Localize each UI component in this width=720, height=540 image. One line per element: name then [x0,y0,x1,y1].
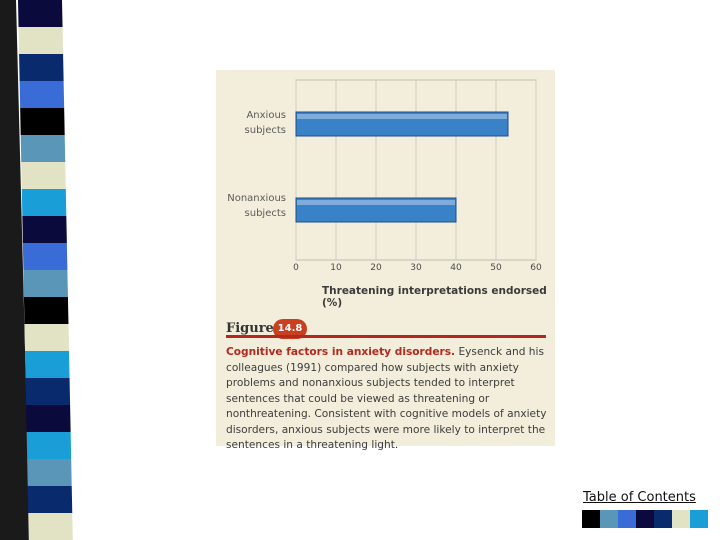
x-tick-label: 50 [490,263,502,273]
x-tick-label: 40 [450,263,462,273]
category-label-anxious: Anxious subjects [220,108,286,138]
x-axis-label: Threatening interpretations endorsed (%) [322,285,547,309]
stripe-segment [23,270,68,297]
category-label-line: subjects [244,208,286,219]
stripe-segment [20,108,65,135]
table-of-contents-link[interactable]: Table of Contents [583,490,696,505]
x-tick-label: 0 [293,263,299,273]
color-swatch [636,510,654,528]
decorative-stripe [0,0,73,540]
color-swatch [600,510,618,528]
caption-body: Eysenck and his colleagues (1991) compar… [226,346,547,451]
x-tick-label: 10 [330,263,342,273]
category-label-line: Nonanxious [227,193,286,204]
stripe-segment [26,432,72,459]
stripe-segment [23,297,69,324]
stripe-segment [26,405,71,432]
stripe-segment [22,216,67,243]
color-swatch [654,510,672,528]
stripe-shadow [0,0,30,540]
color-swatch [690,510,708,528]
color-swatch [582,510,600,528]
caption-title: Cognitive factors in anxiety disorders. [226,346,456,358]
x-tick-label: 20 [370,263,382,273]
stripe-segment [19,81,65,108]
color-swatch-bar [582,510,708,528]
stripe-segment [27,459,72,486]
stripe-segment [21,189,67,216]
figure-number-badge: 14.8 [273,319,307,339]
category-label-line: Anxious [246,110,286,121]
bar-anxious [295,111,509,137]
figure-rule [226,335,546,338]
stripe-segment [18,0,63,27]
stripe-segment [28,513,73,540]
x-tick-label: 30 [410,263,422,273]
color-swatch [618,510,636,528]
color-swatch [672,510,690,528]
stripe-segment [24,324,70,351]
bar-highlight [297,114,507,119]
figure-panel: Anxious subjects Nonanxious subjects 0 1… [216,70,555,451]
category-label-nonanxious: Nonanxious subjects [220,191,286,221]
stripe-segment [25,378,71,405]
stripe-segment [22,243,68,270]
category-label-line: subjects [244,125,286,136]
bar-highlight [297,200,455,205]
figure-label: Figure [226,321,274,336]
stripe-segment [27,486,73,513]
stripe-segment [19,54,64,81]
stripe-segment [21,162,66,189]
bar-chart [295,79,537,261]
figure-caption: Cognitive factors in anxiety disorders. … [226,345,552,454]
x-tick-label: 60 [530,263,542,273]
stripe-segment [25,351,70,378]
stripe-segment [18,27,64,54]
bar-nonanxious [295,197,457,223]
stripe-segment [20,135,66,162]
